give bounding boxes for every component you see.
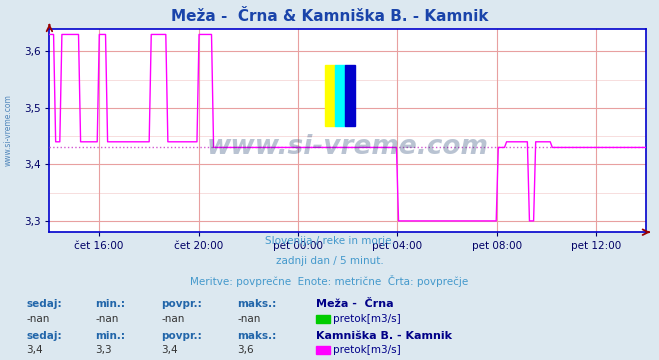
Text: zadnji dan / 5 minut.: zadnji dan / 5 minut. [275, 256, 384, 266]
Bar [325, 66, 335, 126]
Text: pretok[m3/s]: pretok[m3/s] [333, 345, 401, 355]
Text: min.:: min.: [96, 330, 126, 341]
Text: -nan: -nan [96, 314, 119, 324]
Text: -nan: -nan [237, 314, 260, 324]
Text: 3,4: 3,4 [161, 345, 178, 355]
Text: Meritve: povprečne  Enote: metrične  Črta: povprečje: Meritve: povprečne Enote: metrične Črta:… [190, 275, 469, 287]
Text: Meža -  Črna & Kamniška B. - Kamnik: Meža - Črna & Kamniška B. - Kamnik [171, 9, 488, 24]
Text: -nan: -nan [26, 314, 49, 324]
Text: www.si-vreme.com: www.si-vreme.com [4, 94, 13, 166]
Text: sedaj:: sedaj: [26, 330, 62, 341]
Text: Slovenija / reke in morje.: Slovenija / reke in morje. [264, 236, 395, 246]
Text: www.si-vreme.com: www.si-vreme.com [207, 134, 488, 160]
Text: min.:: min.: [96, 299, 126, 309]
Bar [345, 66, 355, 126]
Text: sedaj:: sedaj: [26, 299, 62, 309]
Text: 3,6: 3,6 [237, 345, 254, 355]
Text: Meža -  Črna: Meža - Črna [316, 299, 394, 309]
Bar [335, 66, 345, 126]
Text: 3,3: 3,3 [96, 345, 112, 355]
Text: maks.:: maks.: [237, 330, 277, 341]
Text: povpr.:: povpr.: [161, 330, 202, 341]
Text: pretok[m3/s]: pretok[m3/s] [333, 314, 401, 324]
Text: 3,4: 3,4 [26, 345, 43, 355]
Text: povpr.:: povpr.: [161, 299, 202, 309]
Text: Kamniška B. - Kamnik: Kamniška B. - Kamnik [316, 330, 452, 341]
Text: -nan: -nan [161, 314, 185, 324]
Text: maks.:: maks.: [237, 299, 277, 309]
